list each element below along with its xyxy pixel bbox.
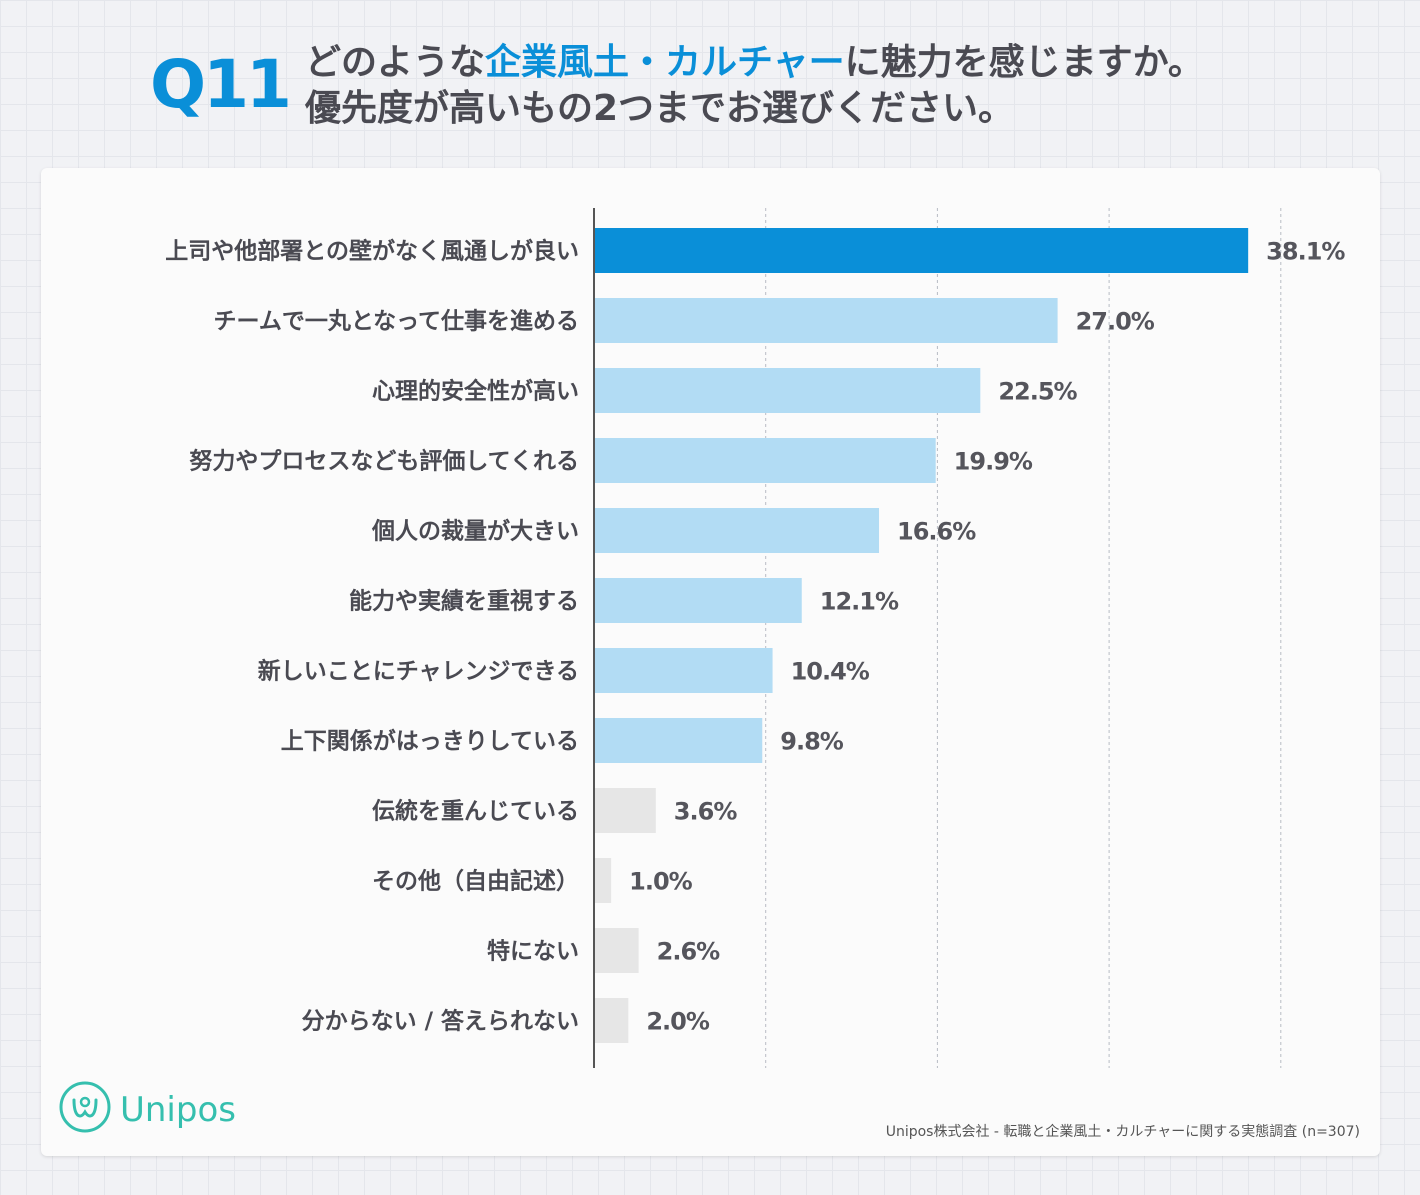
value-label: 19.9% <box>954 448 1033 476</box>
category-label: 個人の裁量が大きい <box>371 518 579 545</box>
chart-card: 上司や他部署との壁がなく風通しが良い 38.1% チームで一丸となって仕事を進める 2… <box>41 168 1380 1156</box>
category-label: 新しいことにチャレンジできる <box>258 658 579 685</box>
title-prefix: どのような <box>305 42 486 83</box>
category-label: 分からない / 答えられない <box>302 1008 579 1035</box>
bar <box>594 228 1249 273</box>
value-label: 27.0% <box>1076 308 1155 336</box>
bar <box>594 508 880 553</box>
bar <box>594 578 802 623</box>
question-title: どのような企業風土・カルチャーに魅力を感じますか。 優先度が高いもの2つまでお選… <box>305 40 1405 132</box>
category-label: 上司や他部署との壁がなく風通しが良い <box>165 238 579 265</box>
category-label: 上下関係がはっきりしている <box>281 728 579 755</box>
value-label: 12.1% <box>820 588 899 616</box>
brand-logo: Unipos <box>58 1080 236 1138</box>
value-label: 22.5% <box>998 378 1077 406</box>
category-label: チームで一丸となって仕事を進める <box>214 308 579 335</box>
brand-name: Unipos <box>120 1090 236 1130</box>
unipos-logo-icon <box>59 1081 111 1133</box>
question-number: Q11 <box>150 46 292 123</box>
bar <box>594 928 639 973</box>
title-line-1: どのような企業風土・カルチャーに魅力を感じますか。 <box>305 40 1405 86</box>
title-suffix: に魅力を感じますか。 <box>844 42 1204 83</box>
value-label: 2.0% <box>646 1008 710 1036</box>
title-highlight: 企業風土・カルチャー <box>485 42 845 83</box>
value-label: 10.4% <box>791 658 870 686</box>
category-label: 伝統を重んじている <box>372 798 579 825</box>
value-label: 16.6% <box>897 518 976 546</box>
bar <box>594 438 936 483</box>
category-label: 特にない <box>487 939 579 965</box>
bar <box>594 788 656 833</box>
value-label: 2.6% <box>657 938 721 966</box>
category-label: 努力やプロセスなども評価してくれる <box>189 448 579 475</box>
bar <box>594 368 981 413</box>
bar <box>594 718 763 763</box>
bar <box>594 298 1058 343</box>
value-label: 1.0% <box>629 868 693 896</box>
source-note: Unipos株式会社 - 転職と企業風土・カルチャーに関する実態調査 (n=30… <box>885 1124 1360 1140</box>
bar <box>594 998 629 1043</box>
value-label: 38.1% <box>1266 238 1345 266</box>
category-label: 能力や実績を重視する <box>349 588 579 615</box>
title-line-2: 優先度が高いもの2つまでお選びください。 <box>305 88 1015 129</box>
category-label: 心理的安全性が高い <box>372 378 579 405</box>
category-label: その他（自由記述） <box>372 868 579 895</box>
bar <box>594 858 612 903</box>
value-label: 3.6% <box>674 798 738 826</box>
value-label: 9.8% <box>780 728 844 756</box>
bar-chart: 上司や他部署との壁がなく風通しが良い 38.1% チームで一丸となって仕事を進める 2… <box>165 208 1346 1068</box>
bar <box>594 648 773 693</box>
